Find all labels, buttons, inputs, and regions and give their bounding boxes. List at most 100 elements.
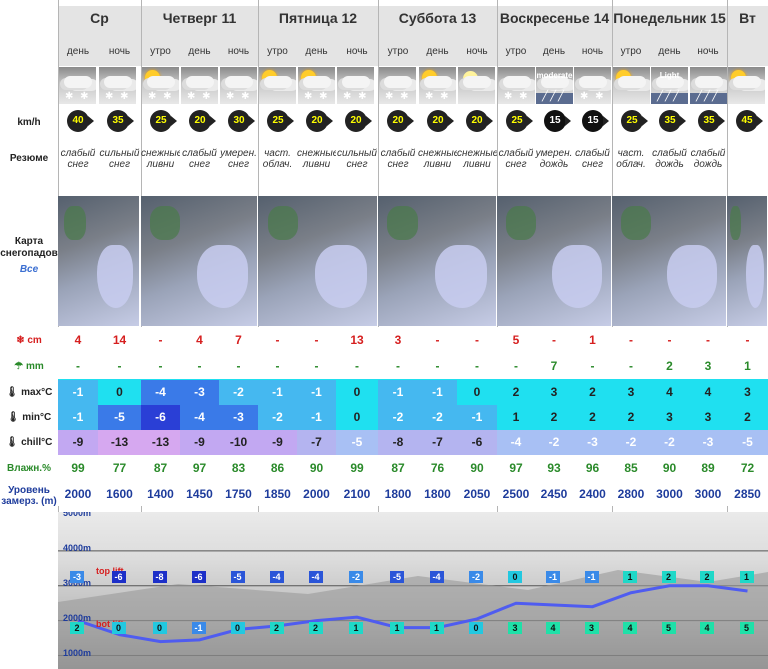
weather-summary: слабый снег bbox=[498, 148, 534, 170]
weather-summary: сильный снег bbox=[99, 148, 140, 170]
rain-cell: - bbox=[396, 359, 400, 373]
row-band bbox=[58, 455, 768, 481]
cloud-shape bbox=[463, 76, 491, 88]
day-name: Четверг 11 bbox=[162, 10, 237, 26]
bot-lift-temp: 0 bbox=[152, 622, 167, 634]
bot-lift-temp: 2 bbox=[308, 622, 323, 634]
day-part-label: утро bbox=[150, 46, 171, 57]
top-lift-temp: -3 bbox=[70, 571, 84, 583]
rain-band bbox=[536, 93, 573, 104]
cloud-shape bbox=[342, 76, 370, 88]
snow-cell: 7 bbox=[235, 333, 242, 347]
freeze-level-cell: 2050 bbox=[463, 487, 491, 501]
freeze-level-cell: 3000 bbox=[694, 487, 722, 501]
top-lift-temp: -8 bbox=[152, 571, 167, 583]
freeze-level-cell: 2000 bbox=[64, 487, 92, 501]
row-band bbox=[58, 353, 768, 379]
bot-lift-temp: 4 bbox=[623, 622, 637, 634]
snowfall-map[interactable] bbox=[612, 196, 726, 326]
rain-row-label-icon: ☂ bbox=[14, 361, 26, 372]
min-temp-cell: -6 bbox=[141, 405, 180, 430]
snowfall-map[interactable] bbox=[58, 196, 139, 326]
snowfall-map[interactable] bbox=[497, 196, 611, 326]
top-lift-temp: -6 bbox=[191, 571, 206, 583]
wind-label: km/h bbox=[17, 117, 41, 128]
snowfall-map[interactable] bbox=[141, 196, 257, 326]
weather-summary: слабый снег bbox=[182, 148, 217, 170]
day-name: Ср bbox=[90, 10, 109, 26]
snow-cell: 1 bbox=[589, 333, 596, 347]
map-all-link[interactable]: Все bbox=[19, 264, 39, 275]
snowflakes: ✱ ✱ bbox=[304, 91, 330, 102]
max-temp-cell: -1 bbox=[378, 380, 418, 405]
cloud-snow-icon: ✱ ✱ bbox=[498, 67, 535, 104]
snowfall-map[interactable] bbox=[727, 196, 767, 326]
sun-cloud-snow-icon: ✱ ✱ bbox=[419, 67, 456, 104]
wind-badge: 40 bbox=[67, 110, 94, 132]
wind-badge: 20 bbox=[387, 110, 414, 132]
min-temp-cell: 2 bbox=[535, 405, 573, 430]
top-lift-temp: 0 bbox=[508, 571, 522, 583]
cloud-shape bbox=[64, 76, 92, 88]
map-snow-green bbox=[150, 206, 181, 241]
day-part-label: ночь bbox=[697, 46, 719, 57]
max-temp-cell: 2 bbox=[497, 380, 535, 405]
chill-temp-cell: -2 bbox=[612, 430, 650, 455]
max-temp-cell: -1 bbox=[418, 380, 457, 405]
bot-lift-temp: 4 bbox=[546, 622, 560, 634]
day-part-label: утро bbox=[505, 46, 527, 57]
chill-row-label-icon: 🌡 bbox=[5, 437, 22, 448]
min-temp-cell: -2 bbox=[418, 405, 457, 430]
chart-plot bbox=[58, 550, 768, 669]
snow-cell: 3 bbox=[394, 333, 402, 347]
snow-cell: - bbox=[475, 333, 479, 347]
freeze-level-cell: 2100 bbox=[343, 487, 371, 501]
rain-cell: - bbox=[355, 359, 359, 373]
day-part-label: ночь bbox=[346, 46, 368, 57]
snowfall-map[interactable] bbox=[258, 196, 377, 326]
humidity-cell: 76 bbox=[430, 461, 445, 475]
wind-badge: 15 bbox=[582, 110, 609, 132]
min-temp-cell: 3 bbox=[689, 405, 727, 430]
wind-badge: 35 bbox=[698, 110, 725, 132]
rain-row-label-text: mm bbox=[25, 361, 44, 372]
humidity-row-label: Влажн.% bbox=[7, 463, 51, 474]
chill-temp-cell: -5 bbox=[336, 430, 378, 455]
top-lift-temp: -4 bbox=[308, 571, 323, 583]
bot-lift-temp: 0 bbox=[111, 622, 126, 634]
freeze-level-cell: 2800 bbox=[617, 487, 645, 501]
top-lift-label: top lift bbox=[96, 566, 124, 576]
min-temp-cell: 0 bbox=[336, 405, 378, 430]
weather-summary: умерен. снег bbox=[220, 148, 257, 170]
snowflakes: ✱ ✱ bbox=[425, 91, 451, 102]
min-temp-cell: 1 bbox=[497, 405, 535, 430]
top-lift-temp: -4 bbox=[429, 571, 444, 583]
max-temp-cell: 2 bbox=[573, 380, 612, 405]
top-lift-temp: 2 bbox=[700, 571, 714, 583]
weather-summary: сильный снег bbox=[337, 148, 377, 170]
snow-cell: - bbox=[745, 333, 750, 347]
snow-cell: 4 bbox=[74, 333, 82, 347]
day-part-label: ночь bbox=[466, 46, 488, 57]
humidity-cell: 90 bbox=[662, 461, 677, 475]
weather-summary: умерен. дождь bbox=[535, 148, 573, 170]
day-part-label: день bbox=[658, 46, 681, 57]
top-lift-temp: -1 bbox=[584, 571, 599, 583]
map-snow-green bbox=[387, 206, 419, 241]
weather-summary: снежные ливни bbox=[418, 148, 457, 170]
max-row-label-icon: 🌡 bbox=[5, 387, 22, 398]
snowfall-map[interactable] bbox=[378, 196, 496, 326]
snow-row-label-text: cm bbox=[27, 335, 42, 346]
bot-lift-temp: 1 bbox=[429, 622, 444, 634]
min-row-label-icon: 🌡 bbox=[6, 412, 23, 423]
rain-band bbox=[690, 93, 727, 104]
sun-cloud-snow-icon: ✱ ✱ bbox=[298, 67, 335, 104]
humidity-cell: 90 bbox=[309, 461, 324, 475]
bot-lift-label: bot lift bbox=[96, 619, 124, 629]
humidity-cell: 93 bbox=[547, 461, 561, 475]
freeze-level-cell: 1800 bbox=[424, 487, 451, 501]
cloud-snow-icon: ✱ ✱ bbox=[574, 67, 611, 104]
min-temp-cell: 3 bbox=[650, 405, 689, 430]
weather-summary: слабый дождь bbox=[690, 148, 726, 170]
freeze-level-cell: 1600 bbox=[106, 487, 133, 501]
